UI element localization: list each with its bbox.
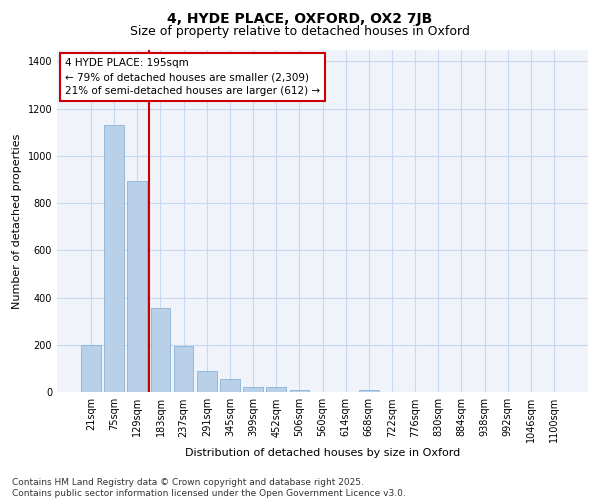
Bar xyxy=(81,345,101,393)
Bar xyxy=(243,387,263,392)
Text: 4, HYDE PLACE, OXFORD, OX2 7JB: 4, HYDE PLACE, OXFORD, OX2 7JB xyxy=(167,12,433,26)
Bar xyxy=(266,387,286,392)
Bar xyxy=(359,390,379,392)
Bar xyxy=(127,180,147,392)
Bar xyxy=(290,390,309,392)
Text: Contains HM Land Registry data © Crown copyright and database right 2025.
Contai: Contains HM Land Registry data © Crown c… xyxy=(12,478,406,498)
Text: Size of property relative to detached houses in Oxford: Size of property relative to detached ho… xyxy=(130,25,470,38)
X-axis label: Distribution of detached houses by size in Oxford: Distribution of detached houses by size … xyxy=(185,448,460,458)
Bar xyxy=(174,346,193,393)
Text: 4 HYDE PLACE: 195sqm
← 79% of detached houses are smaller (2,309)
21% of semi-de: 4 HYDE PLACE: 195sqm ← 79% of detached h… xyxy=(65,58,320,96)
Bar xyxy=(104,125,124,392)
Y-axis label: Number of detached properties: Number of detached properties xyxy=(12,133,22,308)
Bar xyxy=(220,378,240,392)
Bar xyxy=(197,371,217,392)
Bar xyxy=(151,308,170,392)
